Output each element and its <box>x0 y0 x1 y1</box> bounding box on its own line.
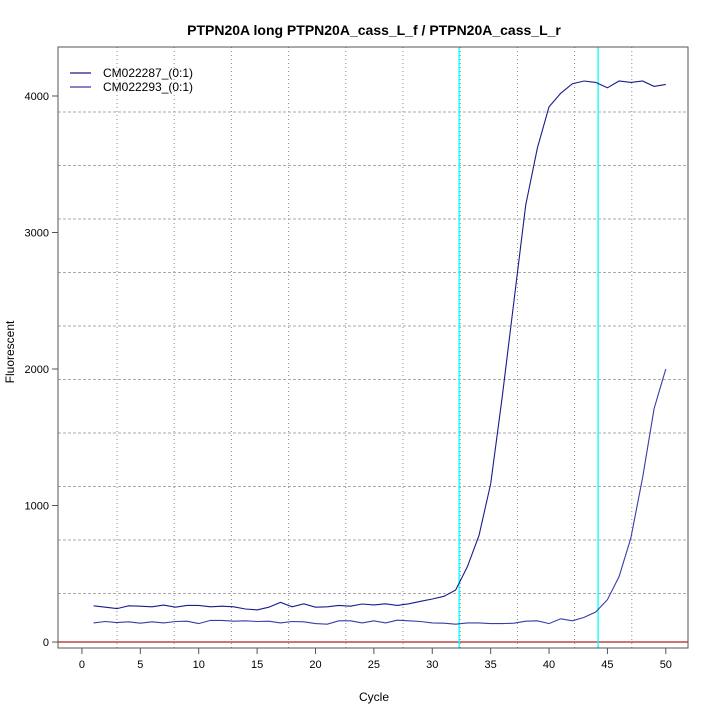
x-tick-label: 25 <box>368 659 380 671</box>
x-tick-label: 30 <box>426 659 438 671</box>
y-axis-label: Fluorescent <box>3 320 17 383</box>
x-tick-label: 15 <box>251 659 263 671</box>
y-tick-label: 1000 <box>25 500 49 512</box>
x-tick-label: 45 <box>601 659 613 671</box>
chart-title: PTPN20A long PTPN20A_cass_L_f / PTPN20A_… <box>187 22 561 38</box>
marks <box>58 47 688 648</box>
legend-label: CM022287_(0:1) <box>103 66 193 80</box>
y-tick-label: 4000 <box>25 91 49 103</box>
x-tick-label: 5 <box>137 659 143 671</box>
y-tick-label: 2000 <box>25 364 49 376</box>
x-tick-label: 40 <box>543 659 555 671</box>
x-axis-label: Cycle <box>359 690 389 704</box>
y-tick-label: 0 <box>43 637 49 649</box>
legend-label: CM022293_(0:1) <box>103 80 193 94</box>
series-line-1 <box>93 368 667 625</box>
x-tick-label: 20 <box>309 659 321 671</box>
series-line-0 <box>93 80 666 611</box>
plot-frame <box>57 46 689 649</box>
x-tick-label: 0 <box>79 659 85 671</box>
x-tick-label: 10 <box>193 659 205 671</box>
legend: CM022287_(0:1)CM022293_(0:1) <box>70 66 193 94</box>
x-tick-label: 35 <box>485 659 497 671</box>
grid <box>58 47 688 648</box>
x-tick-label: 50 <box>660 659 672 671</box>
y-tick-label: 3000 <box>25 228 49 240</box>
axes: 0 5 10 15 20 25 30 35 40 45 50 0 1000 2000 3000 4000 <box>25 91 672 671</box>
